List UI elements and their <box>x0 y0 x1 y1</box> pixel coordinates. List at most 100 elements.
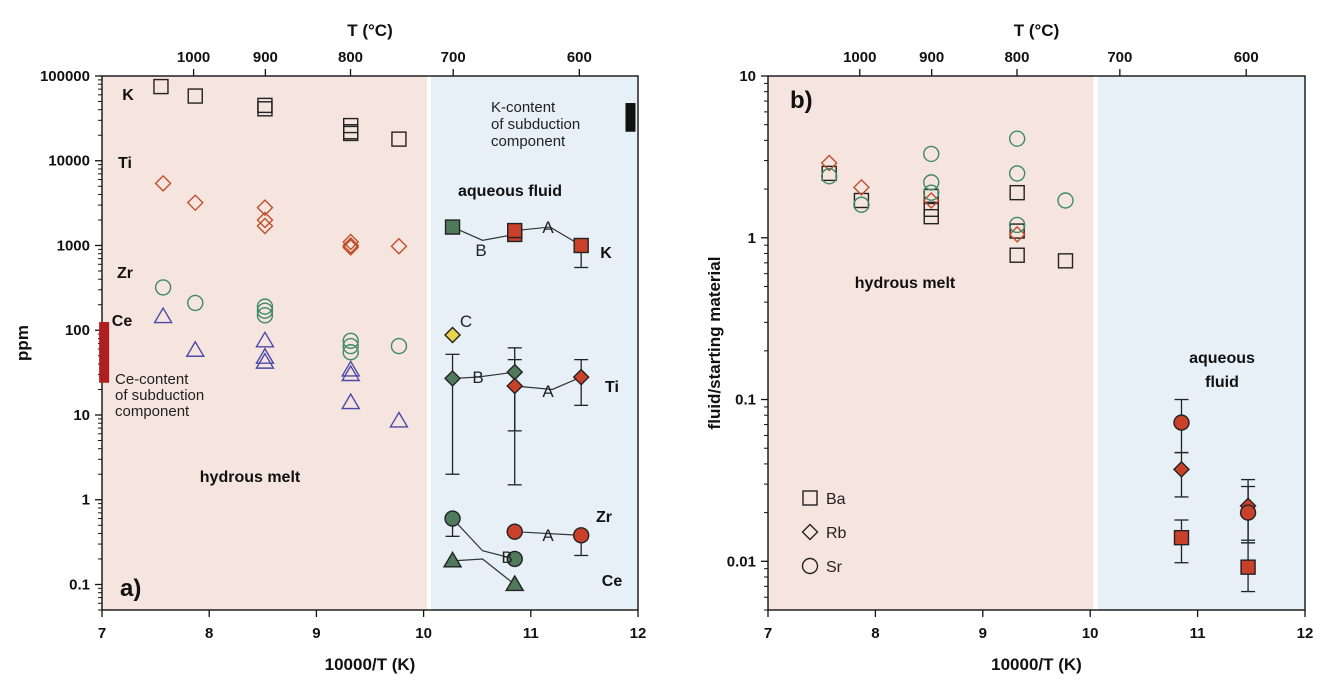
top-tick-label: 1000 <box>843 49 876 66</box>
data-point-K-fluid <box>573 237 589 254</box>
connector-label-C: C <box>460 312 472 331</box>
y-tick-label: 1 <box>748 230 756 247</box>
x-tick-label: 12 <box>630 625 647 642</box>
data-point-Ba-fluid <box>1173 529 1190 546</box>
data-point-Zr-melt <box>154 279 172 296</box>
data-point-Ti-melt <box>342 233 360 251</box>
data-point-Ti-melt <box>186 194 204 212</box>
group-connector-line <box>452 558 516 585</box>
data-point-Sr-melt <box>923 184 940 201</box>
data-point-Zr-melt <box>256 298 274 315</box>
top-x-axis-label: T (°C) <box>1014 21 1060 40</box>
data-point-Zr-fluid <box>506 523 523 540</box>
connector-label-B: B <box>475 241 486 260</box>
connector-label-A: A <box>542 526 554 545</box>
k-content-annotation-line: K-content <box>491 99 556 116</box>
data-point-Sr-fluid <box>1239 504 1257 521</box>
group-connector-line <box>514 376 582 391</box>
y-tick-label: 0.01 <box>727 553 756 570</box>
data-point-Zr-fluid <box>572 527 590 544</box>
data-point-Ce-melt <box>153 306 173 324</box>
x-tick-label: 8 <box>871 625 879 642</box>
data-point-Sr-melt <box>1008 216 1026 234</box>
data-point-Rb-melt <box>820 154 838 172</box>
data-point-Rb-melt <box>1008 225 1026 243</box>
x-tick-label: 7 <box>98 625 106 642</box>
data-point-Sr-melt <box>1057 192 1074 209</box>
region-label-hydrous-melt: hydrous melt <box>200 469 301 486</box>
x-axis-label: 10000/T (K) <box>991 655 1082 674</box>
data-point-Ti-fluid <box>444 326 462 344</box>
data-point-Ba-melt <box>1009 247 1025 263</box>
data-point-Sr-melt <box>821 168 838 185</box>
data-point-Zr-melt <box>342 332 359 350</box>
connector-label-B: B <box>472 368 483 387</box>
y-tick-label: 0.1 <box>735 392 756 409</box>
data-point-Zr-melt <box>342 337 359 355</box>
k-content-annotation-line: of subduction <box>491 116 580 133</box>
connector-label-A: A <box>542 218 554 237</box>
data-point-Zr-melt <box>390 337 408 355</box>
region-label-hydrous-melt: hydrous melt <box>855 275 956 292</box>
data-point-K-melt <box>391 131 407 147</box>
top-tick-label: 700 <box>1107 49 1132 66</box>
top-tick-label: 1000 <box>177 49 210 66</box>
data-point-Ce-melt <box>255 330 275 348</box>
data-point-Ti-melt <box>390 237 408 255</box>
data-point-Ba-melt <box>923 208 939 225</box>
data-point-Zr-fluid <box>506 550 523 568</box>
data-point-Ti-melt <box>154 174 172 192</box>
data-point-Sr-melt <box>853 196 870 213</box>
top-tick-label: 900 <box>919 49 944 66</box>
x-tick-label: 9 <box>312 625 320 642</box>
data-point-Ti-melt <box>342 237 360 254</box>
y-tick-label: 100000 <box>40 68 90 85</box>
group-connector-line <box>452 226 515 241</box>
fluid-element-label-Ti: Ti <box>605 379 619 396</box>
data-point-Ce-melt <box>255 352 275 369</box>
group-connector-line <box>514 226 582 247</box>
data-point-Rb-melt <box>852 178 870 196</box>
panel-label: b) <box>790 87 813 114</box>
data-point-Ti-melt <box>256 217 274 235</box>
data-point-Ti-melt <box>342 238 360 256</box>
fluid-element-label-Ce: Ce <box>602 573 623 590</box>
plot-frame <box>767 75 1306 611</box>
data-point-Zr-fluid <box>444 510 461 527</box>
element-label-Zr: Zr <box>117 265 133 282</box>
x-tick-label: 11 <box>523 625 539 642</box>
legend-label-Sr: Sr <box>826 559 843 576</box>
ce-content-annotation-line: of subduction <box>115 387 204 404</box>
data-point-Ti-fluid <box>444 369 462 387</box>
data-point-Zr-melt <box>256 307 274 324</box>
panel-label: a) <box>120 575 141 602</box>
data-point-Ce-melt <box>340 364 361 382</box>
fluid-element-label-K: K <box>600 245 612 262</box>
data-point-Ce-melt <box>389 411 409 428</box>
data-point-Ti-melt <box>256 199 274 217</box>
top-tick-label: 800 <box>338 49 363 66</box>
data-point-Ti-fluid <box>572 368 590 386</box>
top-tick-label: 900 <box>253 49 278 66</box>
data-point-Zr-melt <box>342 344 359 361</box>
top-tick-label: 800 <box>1004 49 1029 66</box>
top-tick-label: 700 <box>441 49 466 66</box>
y-tick-label: 100 <box>65 322 90 339</box>
data-point-Ba-melt <box>1009 184 1025 201</box>
connector-label-A: A <box>542 382 554 401</box>
legend-marker-Rb <box>801 523 819 541</box>
data-point-Ba-melt <box>1009 223 1025 239</box>
y-tick-label: 0.1 <box>69 576 90 593</box>
data-point-Sr-melt <box>923 145 940 163</box>
region-aqueous-fluid <box>1095 76 1305 610</box>
data-point-Sr-fluid <box>1173 414 1190 431</box>
region-label-aqueous-fluid-line: aqueous <box>1189 350 1255 367</box>
x-tick-label: 10 <box>415 625 432 642</box>
region-aqueous-fluid <box>428 76 638 610</box>
y-tick-label: 1 <box>82 492 90 509</box>
data-point-Ce-melt <box>340 360 361 377</box>
element-label-Ce: Ce <box>112 313 133 330</box>
data-point-K-fluid <box>507 222 523 239</box>
